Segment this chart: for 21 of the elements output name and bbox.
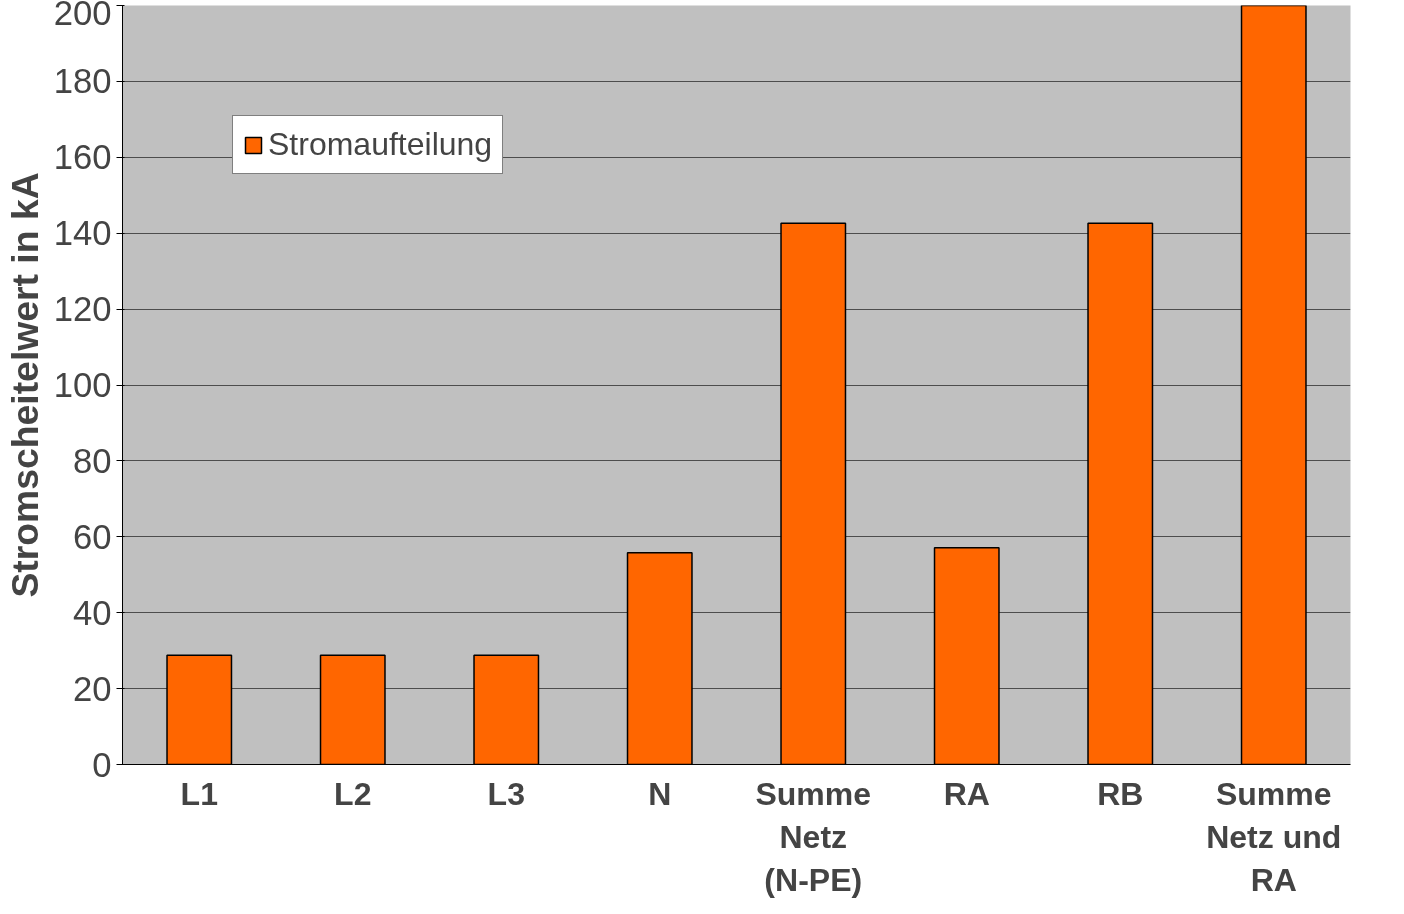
y-tick-label: 0 [92, 745, 112, 784]
legend-label: Stromaufteilung [268, 126, 493, 163]
y-tick-label: 160 [53, 138, 112, 177]
y-tick-label: 120 [53, 290, 112, 329]
x-tick-label: L3 [487, 775, 525, 812]
x-tick-label: L2 [334, 775, 372, 812]
x-tick-label: Summe Netz und RA [1206, 775, 1342, 898]
x-tick-label: RB [1097, 775, 1144, 812]
y-tick-label: 100 [53, 366, 112, 404]
x-tick-label: Summe Netz (N-PE) [755, 775, 872, 898]
y-tick-label: 140 [53, 214, 112, 253]
y-tick-label: 80 [72, 441, 112, 480]
x-tick-label: N [648, 775, 672, 812]
y-axis-title: Stromscheitelwert in kA [3, 172, 46, 598]
y-tick-label: 180 [53, 62, 112, 101]
y-tick-label: 60 [72, 517, 112, 556]
y-tick-label: 40 [72, 593, 112, 632]
x-tick-label: RA [943, 775, 990, 812]
y-tick-label: 200 [53, 0, 112, 32]
y-tick-label: 20 [72, 669, 112, 708]
x-tick-label: L1 [180, 775, 218, 812]
